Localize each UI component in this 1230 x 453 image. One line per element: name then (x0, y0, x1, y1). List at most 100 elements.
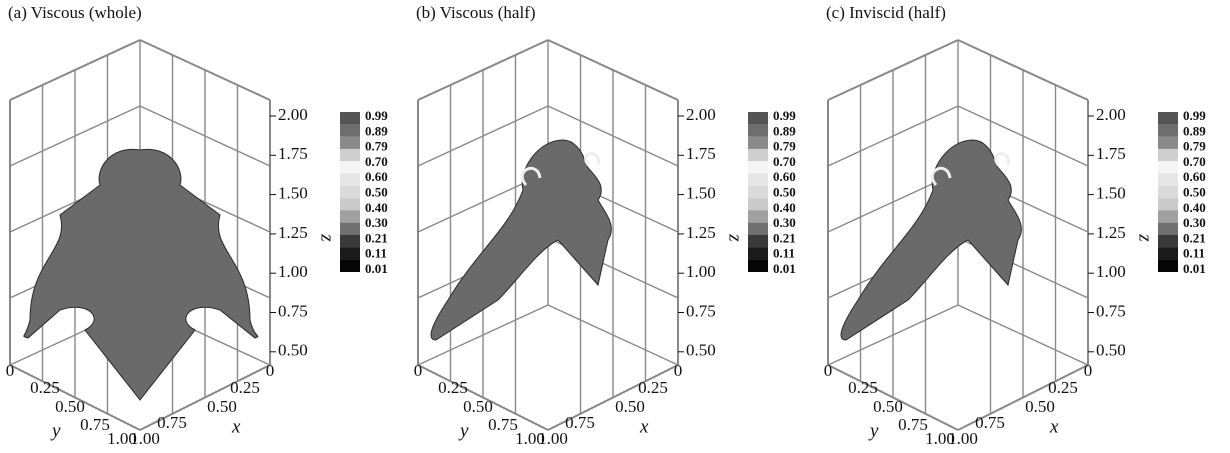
colorbar-band (340, 124, 360, 136)
y-tick-label: 0.25 (30, 378, 60, 397)
colorbar-band (340, 210, 360, 222)
colorbar-label: 0.50 (365, 184, 388, 199)
z-tick-label: 1.50 (686, 184, 716, 203)
colorbar-band (340, 235, 360, 247)
simulation-surface (24, 149, 258, 400)
panel: (c) Inviscid (half)2.001.751.501.251.000… (824, 3, 1207, 448)
z-tick-label: 1.25 (278, 223, 308, 242)
y-tick-label: 0 (6, 361, 15, 380)
x-tick-label: 0 (1084, 361, 1093, 380)
simulation-surface (841, 140, 1021, 340)
colorbar-band (748, 260, 768, 272)
z-tick-label: 0.75 (1096, 301, 1126, 320)
colorbar-band (340, 247, 360, 259)
colorbar-band (1158, 186, 1178, 198)
colorbar-band (340, 161, 360, 173)
colorbar-label: 0.99 (773, 108, 796, 123)
colorbar-band (1158, 149, 1178, 161)
colorbar-label: 0.99 (365, 108, 388, 123)
simulation-surface (431, 140, 611, 340)
x-tick-label: 0.50 (615, 397, 645, 416)
colorbar-band (1158, 174, 1178, 186)
colorbar-band (1158, 112, 1178, 124)
colorbar-band (340, 174, 360, 186)
z-tick-label: 1.00 (1096, 262, 1126, 281)
figure: (a) Viscous (whole)2.001.751.501.251.000… (0, 0, 1230, 453)
z-tick-label: 1.50 (1096, 184, 1126, 203)
colorbar-band (340, 149, 360, 161)
colorbar-label: 0.60 (365, 169, 388, 184)
colorbar-band (748, 149, 768, 161)
colorbar-band (340, 198, 360, 210)
colorbar-label: 0.60 (1183, 169, 1206, 184)
x-tick-label: 0.25 (638, 378, 668, 397)
z-tick-label: 1.75 (1096, 144, 1126, 163)
z-tick-label: 1.25 (686, 223, 716, 242)
colorbar-band (1158, 235, 1178, 247)
z-tick-label: 0.75 (686, 301, 716, 320)
colorbar-label: 0.21 (1183, 230, 1206, 245)
colorbar-label: 0.79 (773, 139, 796, 154)
z-tick-label: 0.50 (686, 341, 716, 360)
panel-title: (c) Inviscid (half) (826, 3, 946, 22)
colorbar-label: 0.21 (365, 230, 388, 245)
y-axis-label: y (458, 420, 469, 441)
z-tick-label: 2.00 (278, 105, 308, 124)
colorbar-label: 0.40 (773, 200, 796, 215)
colorbar-label: 0.40 (1183, 200, 1206, 215)
z-tick-label: 1.00 (686, 262, 716, 281)
x-axis-label: x (1049, 416, 1059, 437)
x-tick-label: 0.25 (230, 378, 260, 397)
y-tick-label: 0.75 (80, 415, 110, 434)
colorbar-label: 0.89 (1183, 123, 1206, 138)
z-tick-label: 0.50 (1096, 341, 1126, 360)
y-axis-label: y (868, 420, 879, 441)
colorbar-label: 0.01 (365, 261, 388, 276)
y-tick-label: 0.75 (898, 415, 928, 434)
colorbar-label: 0.01 (773, 261, 796, 276)
x-tick-label: 0 (674, 361, 683, 380)
colorbar-band (748, 137, 768, 149)
y-axis-label: y (50, 420, 61, 441)
colorbar-band (340, 186, 360, 198)
z-tick-label: 1.75 (686, 144, 716, 163)
colorbar-band (1158, 198, 1178, 210)
z-tick-label: 2.00 (686, 105, 716, 124)
colorbar-label: 0.79 (365, 139, 388, 154)
panel: (b) Viscous (half)2.001.751.501.251.000.… (414, 3, 797, 448)
colorbar-label: 0.11 (365, 246, 387, 261)
colorbar-band (748, 247, 768, 259)
colorbar-label: 0.79 (1183, 139, 1206, 154)
colorbar-band (748, 186, 768, 198)
x-tick-label: 0.75 (975, 413, 1005, 432)
colorbar-label: 0.70 (773, 154, 796, 169)
x-tick-label: 1.00 (130, 429, 160, 448)
y-tick-label: 0 (414, 361, 423, 380)
colorbar-band (1158, 124, 1178, 136)
y-tick-label: 0.25 (438, 378, 468, 397)
colorbar-band (748, 210, 768, 222)
colorbar-label: 0.40 (365, 200, 388, 215)
colorbar-band (748, 161, 768, 173)
x-axis-label: x (231, 416, 241, 437)
z-axis-label: z (317, 233, 338, 242)
x-tick-label: 1.00 (538, 429, 568, 448)
panel: (a) Viscous (whole)2.001.751.501.251.000… (6, 3, 389, 448)
z-tick-label: 1.75 (278, 144, 308, 163)
colorbar-band (748, 124, 768, 136)
colorbar-label: 0.70 (365, 154, 388, 169)
y-tick-label: 0.50 (463, 397, 493, 416)
x-tick-label: 0.50 (207, 397, 237, 416)
colorbar-label: 0.89 (365, 123, 388, 138)
z-tick-label: 1.25 (1096, 223, 1126, 242)
x-tick-label: 0.25 (1048, 378, 1078, 397)
z-tick-label: 1.50 (278, 184, 308, 203)
colorbar-label: 0.11 (773, 246, 795, 261)
colorbar-band (1158, 260, 1178, 272)
colorbar-band (340, 223, 360, 235)
colorbar-label: 0.50 (1183, 184, 1206, 199)
colorbar-band (340, 260, 360, 272)
y-tick-label: 0.75 (488, 415, 518, 434)
colorbar-band (1158, 210, 1178, 222)
colorbar-label: 0.70 (1183, 154, 1206, 169)
